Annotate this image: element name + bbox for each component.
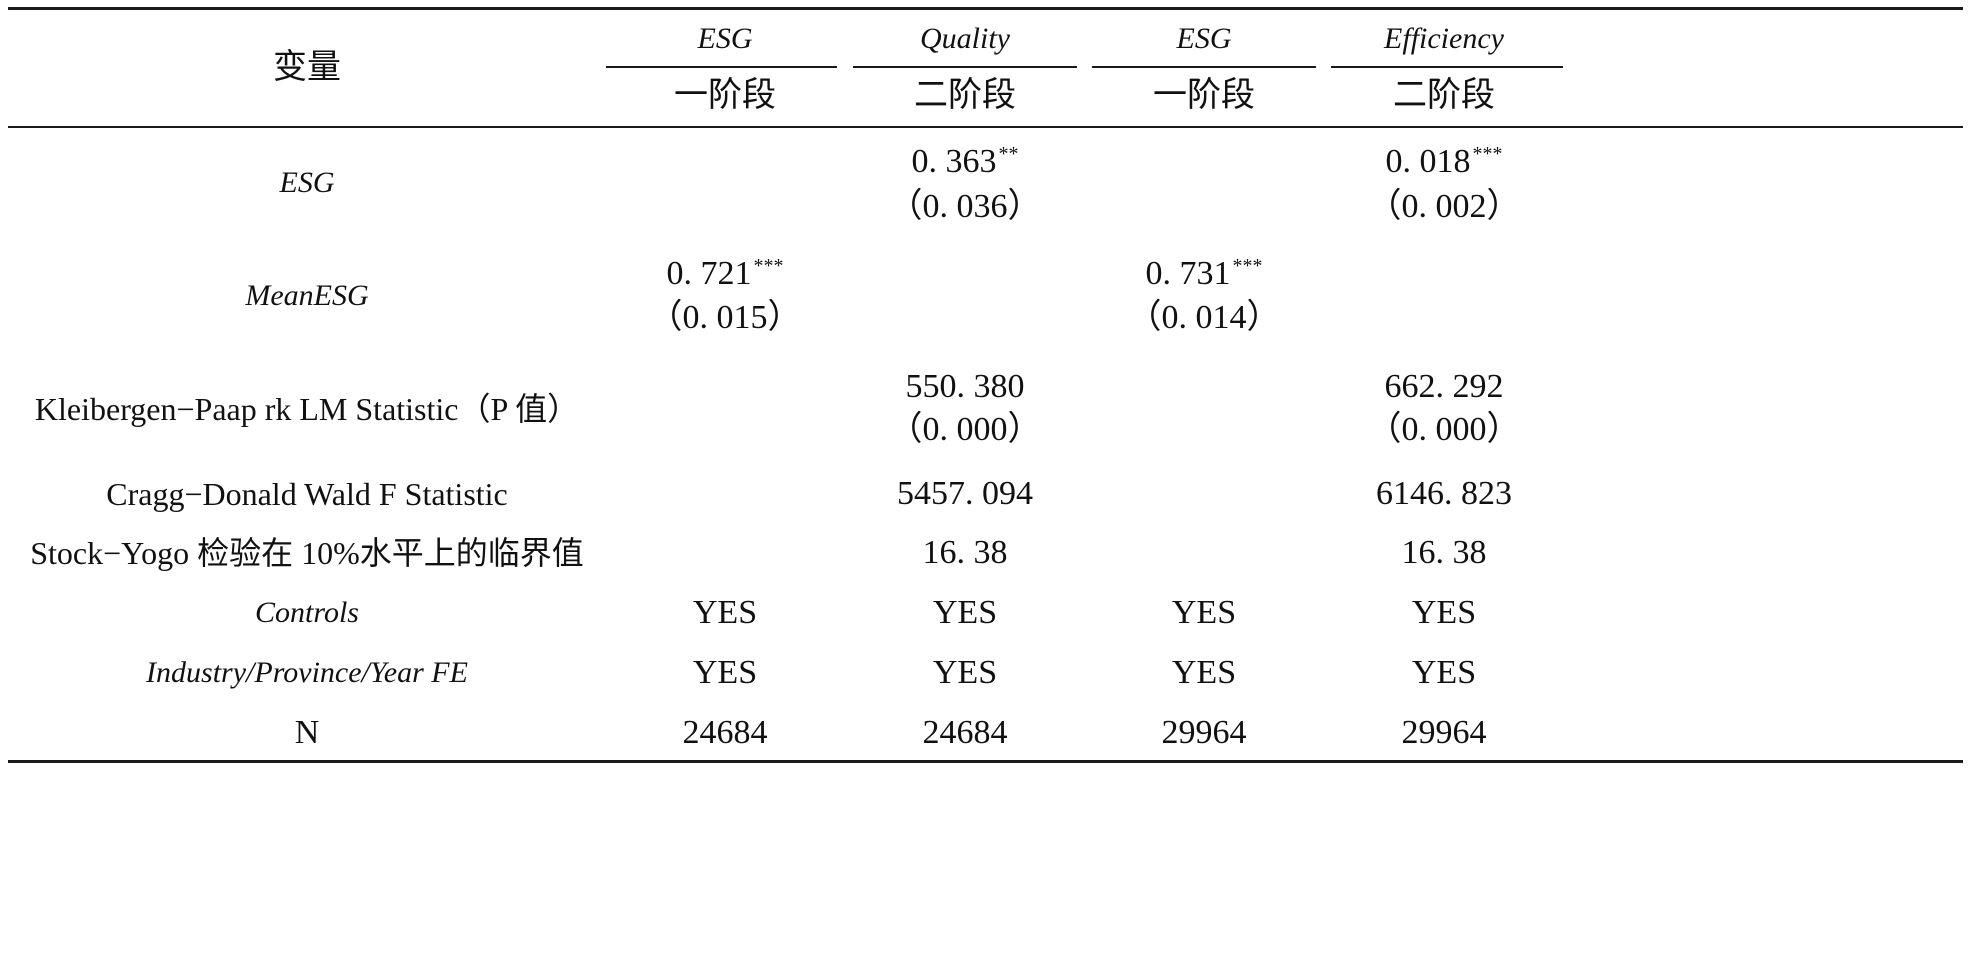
row-controls-col2: YES: [932, 594, 998, 631]
row-cd-label: Cragg−Donald Wald F Statistic: [106, 476, 508, 512]
row-kp-label: Kleibergen−Paap rk LM Statistic（P 值）: [34, 391, 580, 427]
row-meanesg-col1-se: （0. 015）: [648, 299, 802, 336]
row-kp-col2-value: 550. 380: [905, 368, 1025, 405]
header-bottom-rule: [8, 126, 1963, 128]
row-meanesg-col3-coef: 0. 731 ***: [1146, 254, 1263, 294]
row-esg-col4-se: （0. 002）: [1367, 188, 1521, 225]
row-n-label: N: [294, 714, 320, 751]
row-fe-col2: YES: [932, 654, 998, 691]
row-n-col4: 29964: [1401, 714, 1487, 751]
col4-header-underline: [1331, 66, 1563, 68]
row-fe-col4: YES: [1411, 654, 1477, 691]
col4-stage: 二阶段: [1393, 77, 1495, 114]
row-n-col3: 29964: [1161, 714, 1247, 751]
row-cd-col2: 5457. 094: [897, 475, 1033, 512]
row-fe-col3: YES: [1171, 654, 1237, 691]
row-sy-col2: 16. 38: [922, 534, 1008, 571]
col3-stage: 一阶段: [1153, 77, 1255, 114]
row-kp-col4-p: （0. 000）: [1367, 411, 1521, 448]
coef-value: 0. 018: [1385, 143, 1471, 180]
row-sy-label: Stock−Yogo 检验在 10%水平上的临界值: [30, 535, 584, 571]
row-fe-col1: YES: [692, 654, 758, 691]
row-meanesg-col1-coef: 0. 721 ***: [667, 254, 784, 294]
row-controls-col3: YES: [1171, 594, 1237, 631]
col3-header-underline: [1092, 66, 1316, 68]
row-meanesg-label: MeanESG: [245, 279, 369, 312]
row-sy-col4: 16. 38: [1401, 534, 1487, 571]
significance-stars: ***: [753, 255, 784, 277]
significance-stars: ***: [1232, 255, 1263, 277]
row-esg-col2-coef: 0. 363 **: [912, 142, 1019, 182]
col1-dep-var: ESG: [697, 22, 753, 55]
row-esg-col2-se: （0. 036）: [888, 188, 1042, 225]
col2-header-underline: [853, 66, 1077, 68]
row-n-col2: 24684: [922, 714, 1008, 751]
row-controls-label: Controls: [255, 596, 359, 629]
col4-dep-var: Efficiency: [1384, 22, 1504, 55]
row-meanesg-col3-se: （0. 014）: [1127, 299, 1281, 336]
row-kp-col2-p: （0. 000）: [888, 411, 1042, 448]
col3-dep-var: ESG: [1176, 22, 1232, 55]
significance-stars: ***: [1472, 143, 1503, 165]
coef-value: 0. 731: [1145, 255, 1231, 292]
row-esg-label: ESG: [279, 166, 335, 199]
table-top-rule: [8, 7, 1963, 10]
header-row-label: 变量: [273, 49, 341, 86]
coef-value: 0. 721: [666, 255, 752, 292]
row-controls-col4: YES: [1411, 594, 1477, 631]
table-bottom-rule: [8, 760, 1963, 763]
col2-dep-var: Quality: [920, 22, 1010, 55]
row-fe-label: Industry/Province/Year FE: [146, 656, 468, 689]
col2-stage: 二阶段: [914, 77, 1016, 114]
row-kp-col4-value: 662. 292: [1384, 368, 1504, 405]
coef-value: 0. 363: [911, 143, 997, 180]
row-n-col1: 24684: [682, 714, 768, 751]
row-controls-col1: YES: [692, 594, 758, 631]
row-cd-col4: 6146. 823: [1376, 475, 1512, 512]
col1-header-underline: [606, 66, 837, 68]
row-esg-col4-coef: 0. 018 ***: [1386, 142, 1503, 182]
col1-stage: 一阶段: [674, 77, 776, 114]
significance-stars: **: [998, 143, 1019, 165]
